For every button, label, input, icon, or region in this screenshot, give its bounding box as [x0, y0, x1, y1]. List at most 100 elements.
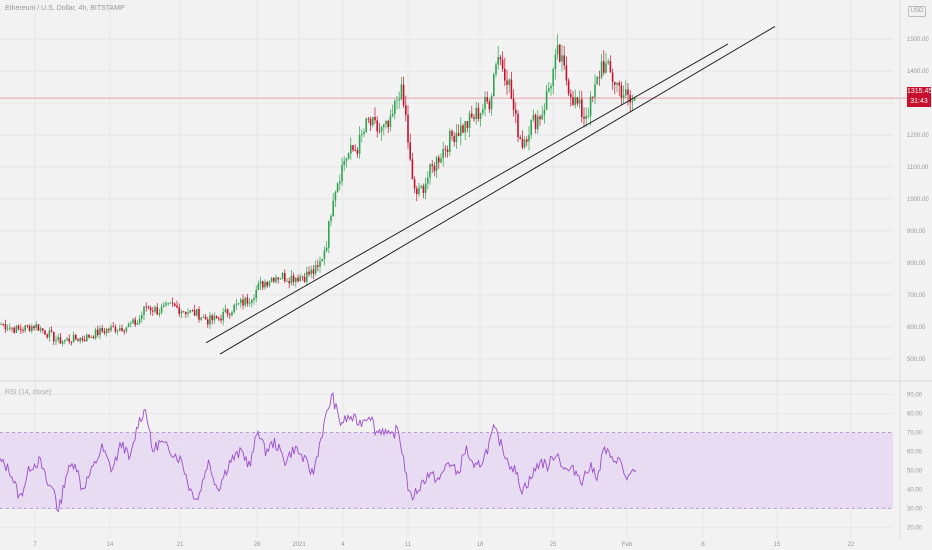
candle-body	[400, 84, 403, 100]
price-tick-label: 900.00	[907, 229, 926, 235]
candle-body	[462, 125, 464, 133]
candle-body	[317, 265, 319, 267]
candle-body	[242, 299, 244, 306]
candle-body	[229, 314, 231, 316]
candle-body	[127, 323, 130, 328]
candle-body	[574, 97, 576, 105]
candle-body	[587, 115, 590, 117]
candle-body	[253, 298, 255, 301]
candle-body	[68, 338, 70, 342]
candle-body	[411, 159, 414, 180]
candle-body	[251, 300, 253, 303]
candle-body	[79, 338, 81, 342]
candle-body	[301, 276, 304, 278]
candle-body	[330, 216, 332, 222]
rsi-line	[0, 392, 637, 513]
time-tick-label: 28	[254, 542, 261, 548]
rsi-tick-label: 90.00	[907, 392, 923, 398]
candle-body	[594, 84, 596, 98]
price-tick-label: 500.00	[907, 357, 926, 363]
candle-body	[563, 55, 565, 66]
candle-body	[332, 200, 334, 217]
candle-body	[59, 337, 62, 344]
candle-body	[310, 269, 312, 275]
candle-body	[589, 96, 592, 116]
time-tick-label: 2021	[292, 542, 306, 548]
currency-button[interactable]: USD	[908, 6, 926, 17]
candle-body	[103, 331, 106, 333]
candle-body	[44, 330, 46, 335]
candle-body	[319, 261, 321, 267]
candle-body	[233, 304, 235, 313]
candle-body	[616, 82, 618, 85]
rsi-tick-label: 30.00	[907, 506, 923, 512]
price-tick-label: 1200.00	[907, 133, 929, 139]
candlestick-series[interactable]	[0, 34, 636, 347]
candle-body	[255, 289, 257, 299]
candle-body	[363, 131, 365, 135]
candle-body	[42, 328, 44, 331]
candle-body	[187, 312, 189, 315]
candle-body	[303, 277, 306, 282]
candle-body	[548, 88, 550, 92]
candle-body	[539, 116, 541, 120]
candle-body	[163, 305, 165, 307]
candle-body	[519, 137, 521, 139]
candle-body	[413, 179, 416, 189]
candle-body	[262, 281, 264, 288]
candle-body	[486, 97, 488, 102]
candle-body	[394, 101, 396, 114]
candle-body	[160, 306, 163, 313]
candle-body	[427, 177, 429, 184]
candle-body	[130, 323, 132, 325]
candle-body	[378, 131, 381, 133]
candle-body	[143, 306, 145, 316]
time-axis[interactable]: 7 14 21 28 2021 4 11 18 25 Feb 8 15 22	[33, 542, 855, 548]
candle-body	[380, 127, 383, 132]
candle-body	[402, 84, 405, 106]
candle-body	[611, 72, 614, 82]
candle-body	[138, 318, 141, 323]
candle-body	[466, 121, 469, 128]
candle-body	[565, 65, 568, 81]
candle-body	[471, 113, 473, 118]
candle-body	[121, 327, 123, 332]
price-tick-label: 1500.00	[907, 37, 929, 43]
candle-body	[15, 325, 18, 333]
candle-body	[512, 98, 515, 110]
trend-line[interactable]	[205, 43, 729, 344]
price-tag: 1315.45	[907, 87, 932, 97]
time-tick-label: 22	[848, 542, 855, 548]
trend-lines[interactable]	[205, 25, 776, 355]
candle-body	[618, 82, 620, 86]
candle-body	[497, 57, 499, 65]
candle-body	[429, 164, 431, 178]
candle-body	[114, 326, 117, 332]
candle-body	[576, 97, 579, 104]
candle-body	[376, 120, 378, 132]
candle-body	[169, 302, 172, 304]
candle-body	[418, 187, 420, 195]
candle-body	[369, 119, 372, 126]
candle-body	[372, 116, 374, 126]
candle-body	[39, 328, 42, 331]
candle-body	[479, 113, 482, 119]
price-axis[interactable]: 500.00 600.00 700.00 800.00 900.00 1000.00 110…	[899, 0, 929, 540]
candle-body	[77, 339, 79, 342]
trend-line[interactable]	[219, 25, 776, 355]
candle-body	[57, 337, 59, 341]
rsi-tick-label: 40.00	[907, 487, 923, 493]
candle-body	[220, 318, 222, 321]
candle-body	[13, 327, 15, 333]
candle-body	[193, 310, 196, 316]
candle-body	[578, 99, 581, 104]
price-tick-label: 800.00	[907, 261, 926, 267]
candle-body	[299, 276, 301, 282]
candle-body	[431, 164, 433, 167]
candle-body	[202, 316, 205, 318]
candle-body	[273, 277, 275, 282]
candle-body	[134, 319, 136, 325]
candle-body	[424, 183, 427, 193]
candle-body	[501, 59, 504, 69]
